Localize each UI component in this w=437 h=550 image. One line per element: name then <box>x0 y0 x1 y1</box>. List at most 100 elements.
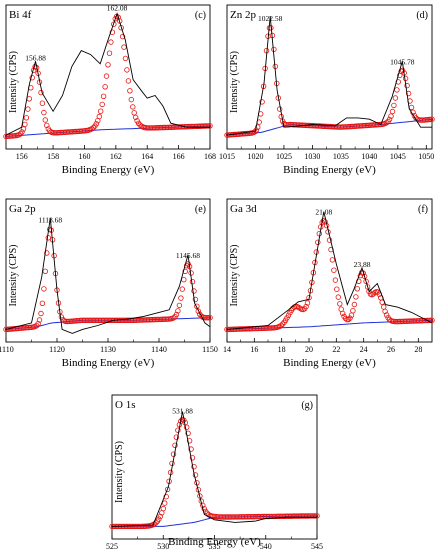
fit-marker <box>259 99 265 105</box>
baseline-layer <box>5 125 211 137</box>
fit-marker <box>392 95 399 101</box>
fit-marker <box>181 277 187 283</box>
fit-marker <box>326 237 333 243</box>
chart-panel-o-1s: 525 530 535 540 545 O 1s (g) Binding Energy … <box>106 394 323 550</box>
fit-marker <box>314 513 320 519</box>
x-tick-label: 18 <box>278 345 286 354</box>
chart-panel-zn-2p: 1015 1020 1025 1030 1035 1040 1045 1050 Zn 2p (… <box>219 4 435 176</box>
x-tick-label: 160 <box>78 152 90 161</box>
panel-label: (f) <box>418 204 428 215</box>
y-axis-label: Intensity (CPS) <box>229 51 240 113</box>
peak-label: 1145.68 <box>176 251 200 260</box>
fit-marker <box>44 250 50 256</box>
fit-marker <box>354 286 360 292</box>
x-tick-label: 1030 <box>304 152 320 161</box>
fit-marker <box>382 308 388 315</box>
fit-marker <box>103 73 110 79</box>
experimental-layer <box>226 16 432 136</box>
y-axis-label: Intensity (CPS) <box>229 245 240 307</box>
y-axis-label: Intensity (CPS) <box>8 51 19 113</box>
fit-marker <box>22 121 28 128</box>
fit-marker <box>26 96 32 102</box>
fit-marker <box>391 102 397 109</box>
fit-marker <box>335 294 341 300</box>
x-tick-label: 1045 <box>390 152 406 161</box>
fit-marker <box>189 279 196 285</box>
fit-marker <box>44 122 50 129</box>
baseline-line <box>5 125 211 137</box>
experimental-layer <box>226 211 433 330</box>
fit-marker <box>350 308 356 314</box>
fit-marker <box>173 434 180 440</box>
experimental-line <box>111 411 317 527</box>
fit-marker <box>170 315 177 321</box>
fit-marker <box>185 430 191 436</box>
y-axis-label: Intensity (CPS) <box>114 441 125 503</box>
fit-marker <box>124 67 130 73</box>
fit-marker <box>271 46 277 53</box>
fit-marker <box>394 87 400 93</box>
fit-marker <box>284 315 290 321</box>
peak-label: 531.88 <box>172 406 193 415</box>
fit-marker <box>41 286 47 292</box>
chart-panel-bi-4f: 156 158 160 162 164 166 168 Bi 4f (c) Binding … <box>3 3 216 176</box>
peak-label: 1118.68 <box>38 216 62 225</box>
fit-marker <box>161 500 168 506</box>
peak-label: 1045.78 <box>390 57 415 66</box>
fit-marker <box>306 295 312 301</box>
fit-marker <box>42 117 48 123</box>
fit-marker <box>186 438 193 444</box>
fit-marker <box>175 427 181 433</box>
panel-label: (c) <box>195 10 206 21</box>
x-axis-label: Binding Energy (eV) <box>62 164 155 176</box>
fit-marker <box>176 302 183 309</box>
fit-marker <box>334 286 340 292</box>
x-tick-label: 28 <box>414 345 422 354</box>
x-axis: 14 16 18 20 22 24 26 28 <box>223 338 422 354</box>
fit-marker <box>169 460 175 467</box>
x-tick-label: 1120 <box>49 345 65 354</box>
x-tick-label: 535 <box>209 542 221 550</box>
fit-marker <box>58 314 65 320</box>
fit-marker <box>182 268 188 275</box>
fit-marker <box>337 301 343 307</box>
fit-marker <box>192 472 199 478</box>
fit-marker <box>316 230 322 237</box>
fit-marker <box>172 442 178 448</box>
panel-label: (g) <box>301 400 313 411</box>
fit-marker <box>366 288 372 295</box>
panel-label: (d) <box>416 10 428 21</box>
fit-marker <box>192 296 199 303</box>
fit-marker <box>122 55 129 62</box>
experimental-line <box>5 12 210 136</box>
experimental-line <box>226 16 432 136</box>
fit-marker <box>363 278 369 285</box>
x-tick-label: 26 <box>387 345 395 354</box>
fit-marker <box>347 315 353 321</box>
panel-label: (e) <box>195 204 206 215</box>
x-axis: 156 158 160 162 164 166 168 <box>16 145 216 161</box>
peak-label: 156.88 <box>25 53 46 62</box>
fit-marker <box>47 128 53 134</box>
fit-marker <box>163 494 169 500</box>
x-axis-label: Binding Energy (eV) <box>168 536 261 548</box>
fit-markers-layer <box>224 25 435 138</box>
x-tick-label: 1015 <box>219 152 235 161</box>
x-tick-label: 156 <box>16 152 28 161</box>
peak-label: 23.88 <box>354 260 371 269</box>
x-axis: 1015 1020 1025 1030 1035 1040 1045 1050 <box>219 145 434 161</box>
x-tick-label: 166 <box>173 152 185 161</box>
fit-marker <box>109 29 116 35</box>
x-tick-label: 168 <box>204 152 216 161</box>
x-tick-label: 24 <box>360 345 368 354</box>
plot-frame <box>226 4 433 150</box>
fit-marker <box>90 124 97 131</box>
fit-marker <box>125 78 132 84</box>
fit-marker <box>296 304 302 311</box>
baseline-layer <box>226 118 433 136</box>
peak-label: 1022.58 <box>258 14 283 23</box>
peak-label: 21.08 <box>315 208 332 217</box>
x-tick-label: 530 <box>157 542 169 550</box>
experimental-layer <box>111 411 317 527</box>
